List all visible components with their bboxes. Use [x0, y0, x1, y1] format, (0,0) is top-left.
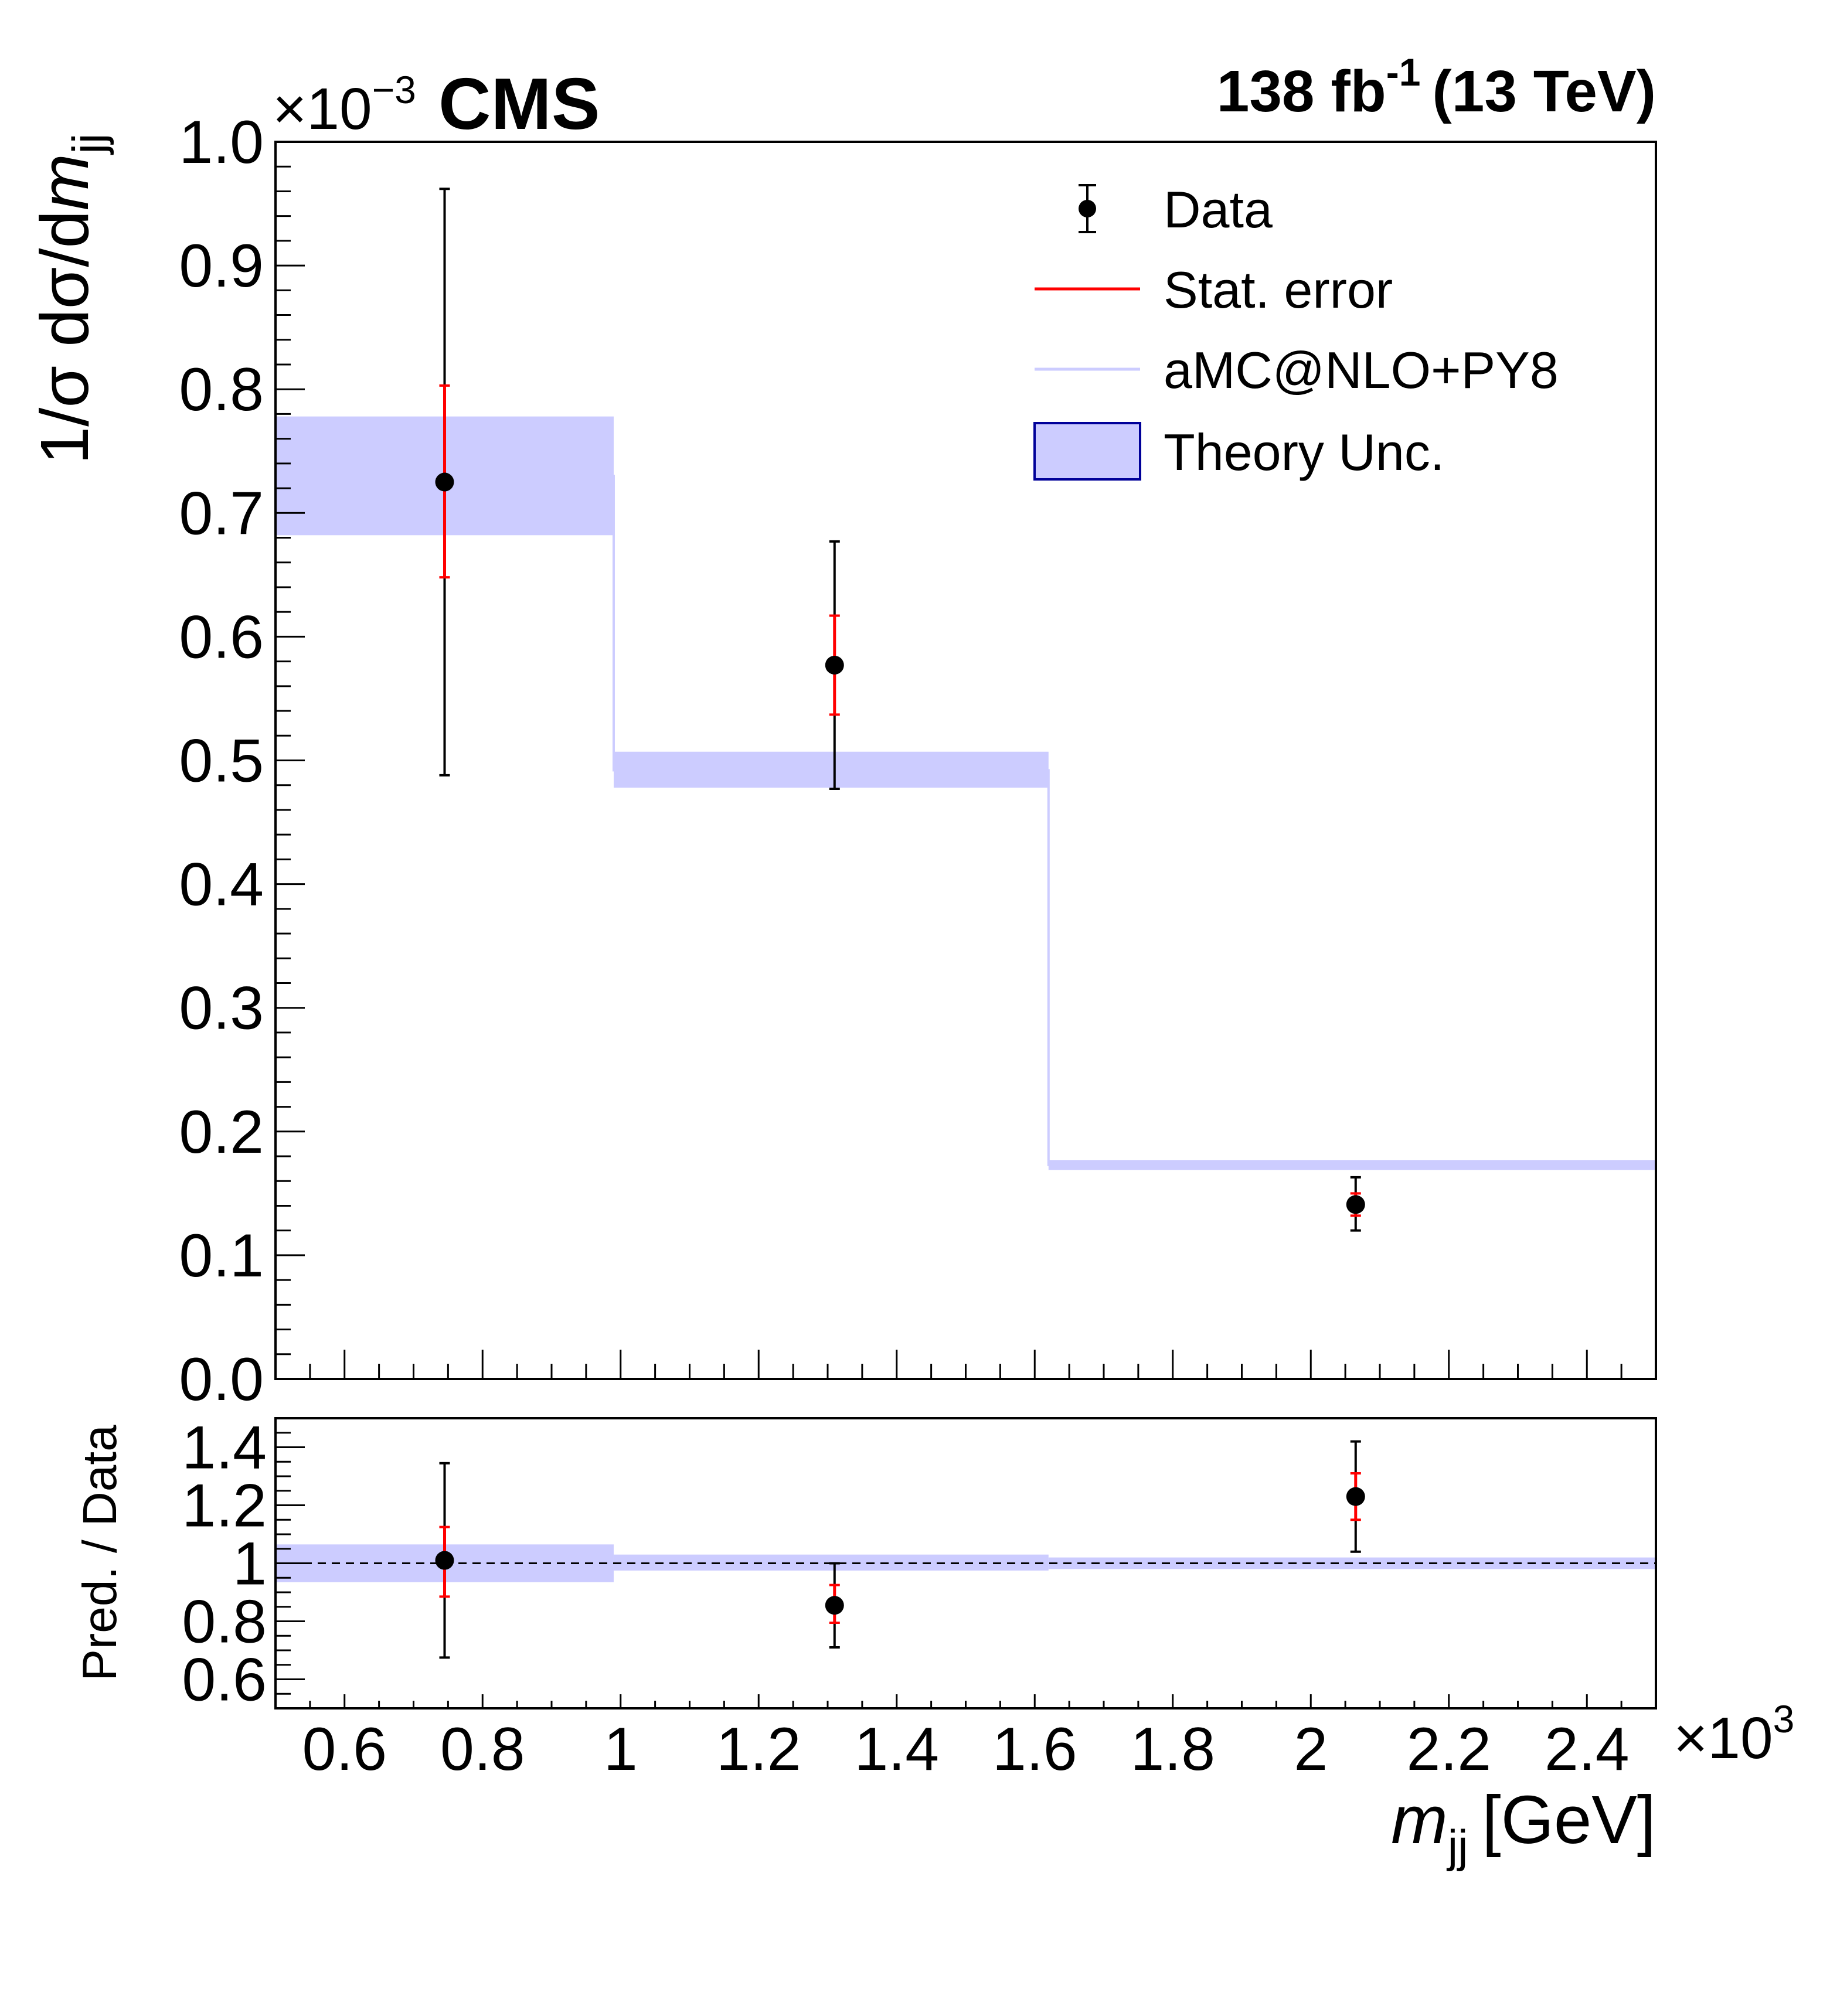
- main-data-point-1: [825, 655, 844, 675]
- ratio-data-point-2: [1346, 1487, 1365, 1506]
- legend-label-0: Data: [1164, 181, 1273, 239]
- y-tick-label-8: 0.8: [179, 356, 264, 424]
- ratio-y-tick-label-2: 1: [233, 1530, 267, 1598]
- x-tick-label-9: 2.4: [1545, 1715, 1630, 1783]
- ratio-data-point-1: [825, 1596, 844, 1615]
- legend-label-1: Stat. error: [1164, 261, 1393, 319]
- ratio-data-point-0: [435, 1551, 454, 1570]
- ratio-y-tick-label-1: 0.8: [182, 1588, 267, 1656]
- prediction-line: [275, 474, 1656, 1166]
- x-tick-label-4: 1.4: [854, 1715, 939, 1783]
- y-tick-label-0: 0.0: [179, 1346, 264, 1414]
- ratio-data-points: [435, 1487, 1365, 1615]
- legend-box: [1033, 422, 1141, 481]
- x-tick-label-7: 2: [1294, 1715, 1328, 1783]
- x-tick-label-2: 1: [604, 1715, 638, 1783]
- ratio-y-tick-label-4: 1.4: [182, 1414, 267, 1482]
- x-tick-label-6: 1.8: [1130, 1715, 1215, 1783]
- ratio-y-ticks: 0.60.811.21.4: [182, 1414, 305, 1714]
- main-x-ticks: [274, 1350, 1657, 1379]
- x-tick-label-1: 0.8: [440, 1715, 525, 1783]
- ratio-panel: 0.6 0.8 1 1.2 1.4 1.6 1.8 2 2.2 2.4 0.60.811.21.4: [182, 1414, 1657, 1783]
- y-tick-label-10: 1.0: [179, 108, 264, 176]
- main-data-point-2: [1346, 1195, 1365, 1214]
- data-points: [435, 472, 1365, 1214]
- legend-label-2: aMC@NLO+PY8: [1164, 341, 1559, 399]
- y-tick-label-7: 0.7: [179, 479, 264, 547]
- prediction-histogram: [275, 474, 1656, 1166]
- x-tick-label-8: 2.2: [1406, 1715, 1491, 1783]
- y-tick-label-4: 0.4: [179, 851, 264, 919]
- x-multiplier: ×103: [1673, 1697, 1794, 1771]
- x-axis-title: mjj [GeV]: [1391, 1782, 1656, 1872]
- main-data-point-0: [435, 472, 454, 492]
- ratio-y-axis-title: Pred. / Data: [73, 1425, 127, 1681]
- ratio-y-tick-label-0: 0.6: [182, 1646, 267, 1714]
- cms-label: CMS: [438, 64, 600, 145]
- x-tick-label-5: 1.6: [992, 1715, 1077, 1783]
- luminosity-label: 138 fb-1 (13 TeV): [1217, 50, 1656, 124]
- legend: Data Stat. error aMC@NLO+PY8 Theory Unc.: [1033, 181, 1559, 481]
- x-tick-label-0: 0.6: [302, 1715, 387, 1783]
- y-tick-label-3: 0.3: [179, 975, 264, 1043]
- ratio-x-ticks: 0.6 0.8 1 1.2 1.4 1.6 1.8 2 2.2 2.4: [274, 1694, 1657, 1783]
- y-tick-label-9: 0.9: [179, 232, 264, 300]
- legend-label-3: Theory Unc.: [1164, 423, 1444, 481]
- main-panel: 0.0 0.1 0.2 0.3 0.4 0.5 0.6 0.7 0.8 0.9 1.0: [179, 108, 1657, 1414]
- x-tick-label-3: 1.2: [716, 1715, 801, 1783]
- y-tick-label-2: 0.2: [179, 1098, 264, 1166]
- main-y-axis-title: 1/σ dσ/dmjj: [26, 134, 114, 465]
- main-y-ticks: 0.0 0.1 0.2 0.3 0.4 0.5 0.6 0.7 0.8 0.9 1.0: [179, 108, 305, 1414]
- ratio-y-tick-label-3: 1.2: [182, 1472, 267, 1540]
- y-tick-label-5: 0.5: [179, 727, 264, 795]
- y-tick-label-6: 0.6: [179, 603, 264, 671]
- legend-marker-dot: [1079, 200, 1096, 217]
- y-multiplier: ×10−3: [273, 68, 416, 142]
- y-tick-label-1: 0.1: [179, 1222, 264, 1290]
